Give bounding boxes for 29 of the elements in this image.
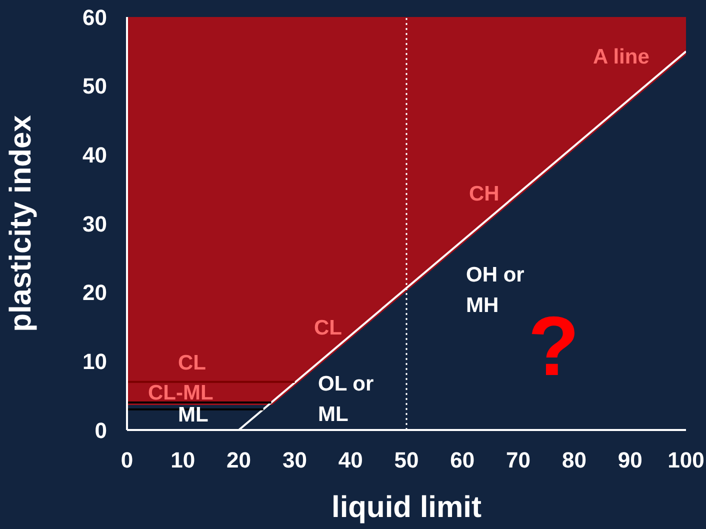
x-tick-label: 30: [282, 448, 307, 473]
y-tick-label: 10: [82, 348, 107, 374]
y-axis-title: plasticity index: [4, 114, 38, 332]
y-tick-label: 20: [82, 280, 107, 306]
annotation: CL: [178, 352, 206, 375]
y-tick-label: 40: [82, 142, 107, 168]
y-tick-label: 50: [82, 74, 107, 99]
x-tick-label: 100: [668, 448, 704, 473]
annotation: ?: [528, 299, 580, 394]
x-tick-label: 20: [226, 448, 252, 473]
annotation: CH: [469, 182, 500, 206]
x-tick-label: 0: [120, 448, 134, 473]
x-axis-title: liquid limit: [332, 491, 482, 524]
x-tick-label: 50: [394, 448, 419, 473]
x-tick-label: 60: [450, 448, 475, 473]
x-tick-label: 70: [506, 448, 531, 473]
y-tick-label: 60: [82, 4, 107, 30]
annotation: A line: [593, 46, 650, 69]
x-tick-label: 10: [170, 448, 196, 473]
y-tick-label: 30: [82, 211, 107, 236]
y-tick-label: 0: [94, 418, 107, 443]
annotation: OH or MH: [466, 264, 524, 318]
x-tick-label: 90: [618, 448, 642, 473]
x-tick-label: 80: [562, 448, 586, 473]
annotation: ML: [178, 404, 208, 427]
x-tick-label: 40: [338, 448, 363, 473]
annotation: OL or ML: [318, 372, 374, 426]
annotation: CL: [314, 316, 342, 340]
annotation: CL-ML: [148, 382, 214, 405]
